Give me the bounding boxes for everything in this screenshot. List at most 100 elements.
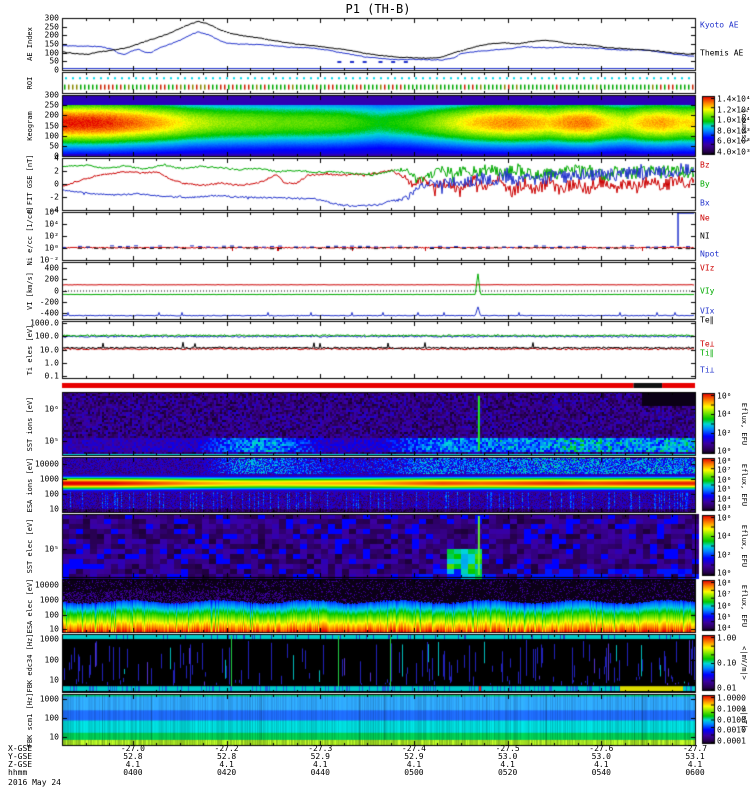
- esa_i-cb-tick: 10⁶: [717, 475, 732, 485]
- axis-time: 0520: [497, 768, 518, 777]
- keo-ytick: 150: [44, 121, 59, 130]
- axis-y-gse: 52.9: [404, 752, 424, 761]
- esa_i-cb-unit: Eflux, EFU: [740, 463, 748, 506]
- sst_i-ytick: 10⁵: [44, 436, 59, 446]
- keo-cb-tick: 8.0×10³: [717, 126, 750, 136]
- fbk_e-ytick: 1000: [39, 634, 59, 644]
- ti-ytick: 1.0: [44, 358, 59, 368]
- fbk_b-cb-tick: 0.0010: [717, 725, 746, 735]
- esa_i-ytick: 10000: [34, 459, 59, 469]
- axis-y-gse: 52.8: [123, 752, 143, 761]
- esa_e-ytick: 10: [49, 624, 59, 634]
- ni-ytick: 10⁶: [44, 207, 59, 217]
- sst_e-ylabel: SST elec [eV]: [26, 518, 34, 573]
- vi-series-label: VIz: [700, 263, 715, 273]
- bfit-series-label: By: [700, 179, 710, 189]
- ti-series-label: Ti⊥: [700, 365, 715, 375]
- axis-x-gse: -27.0: [120, 744, 145, 753]
- esa_e-cb-tick: 10⁴: [717, 623, 732, 633]
- ti-ytick: 0.1: [44, 371, 59, 381]
- esa_e-cb-tick: 10⁸: [717, 578, 732, 588]
- vi-series-label: VIy: [700, 286, 715, 295]
- sst_i-cb-unit: Eflux, EFU: [740, 402, 748, 445]
- axis-row-label: hhmm: [8, 768, 28, 777]
- esa_e-ytick: 1000: [39, 595, 59, 605]
- keo-ytick: 0: [54, 151, 59, 161]
- page-title: P1 (TH-B): [345, 2, 411, 16]
- fbk_e-cb-tick: 0.10: [717, 658, 737, 668]
- fbk_b-ylabel: FBK scm1 [Hz]: [26, 692, 34, 747]
- ae-ylabel: AE Index: [26, 27, 34, 61]
- esa_i-ylabel: ESA ions [eV]: [26, 457, 34, 512]
- sst_i-ytick: 10⁶: [44, 404, 59, 414]
- keo-ytick: 50: [49, 141, 59, 151]
- bfit-ytick: -4: [49, 205, 59, 215]
- esa_e-ylabel: ESA elec [eV]: [26, 578, 34, 633]
- ni-ytick: 10²: [44, 231, 59, 241]
- sst_e-cb-tick: 10⁰: [717, 568, 732, 578]
- esa_i-ytick: 1000: [39, 474, 59, 484]
- ni-series-label: NI: [700, 231, 710, 241]
- axis-time: 0420: [216, 768, 237, 777]
- vi-ytick: -400: [39, 308, 59, 318]
- ti-series-label: Ti∥: [700, 348, 714, 358]
- fbk_b-cb-tick: 0.1000: [717, 704, 746, 714]
- keo-cb-tick: 1.4×10⁴: [717, 94, 750, 104]
- fbk_b-ytick: 1000: [39, 694, 59, 704]
- axis-x-gse: -27.5: [495, 744, 520, 753]
- ae-ytick: 150: [44, 39, 59, 49]
- ae-series-label: Themis AE: [700, 48, 744, 58]
- ae-ytick: 300: [44, 13, 59, 23]
- bfit-ytick: -2: [49, 192, 59, 202]
- keo-ytick: 100: [44, 131, 59, 141]
- fbk_b-cb-tick: 1.0000: [717, 693, 746, 703]
- vi-series-label: VIx: [700, 306, 715, 316]
- sst_e-ytick: 10⁵: [44, 544, 59, 554]
- ti-ytick: 100.0: [34, 331, 59, 341]
- axis-time: 0440: [310, 768, 330, 777]
- keo-ytick: 300: [44, 90, 59, 100]
- axis-time: 0540: [591, 768, 611, 777]
- fbk_e-ylabel: FBK edc34 [Hz]: [26, 633, 34, 693]
- vi-ytick: -200: [39, 297, 59, 307]
- ae-ytick: 0: [54, 65, 59, 75]
- axis-time: 0400: [123, 768, 143, 777]
- fbk_b-cb-tick: 0.0001: [717, 736, 746, 746]
- fbk_b-cb-unit: <|nT|>: [740, 706, 748, 733]
- axis-y-gse: 53.1: [685, 752, 705, 761]
- esa_e-ytick: 100: [44, 610, 59, 620]
- keo-ytick: 250: [44, 100, 59, 110]
- ae-ytick: 200: [44, 30, 59, 40]
- sst_e-cb-tick: 10²: [717, 550, 732, 560]
- sst_i-cb-tick: 10²: [717, 428, 732, 438]
- sst_e-cb-tick: 10⁶: [717, 513, 732, 523]
- sst_i-cb-tick: 10⁶: [717, 391, 732, 401]
- axis-y-gse: 53.0: [591, 752, 611, 761]
- esa_e-cb-tick: 10⁵: [717, 612, 732, 622]
- axis-y-gse: 52.9: [310, 752, 330, 761]
- ni-ytick: 10⁰: [44, 243, 59, 253]
- fbk_e-cb-unit: <|mV/m|>: [740, 646, 748, 680]
- vi-ytick: 400: [44, 263, 59, 273]
- ti-series-label: Te⊥: [700, 339, 715, 349]
- bfit-ylabel: B FIT GSE [nT]: [26, 154, 34, 214]
- axis-z-gse: 4.1: [313, 760, 328, 769]
- fbk_b-ytick: 100: [44, 713, 59, 723]
- axis-z-gse: 4.1: [594, 760, 609, 769]
- axis-z-gse: 4.1: [125, 760, 141, 769]
- vi-ytick: 200: [44, 274, 59, 284]
- fbk_e-ytick: 100: [44, 655, 59, 665]
- axis-date-label: 2016 May 24: [8, 778, 61, 787]
- keo-ylabel: Keogram: [26, 110, 34, 141]
- axis-z-gse: 4.1: [687, 760, 703, 769]
- esa_e-ytick: 10000: [34, 580, 59, 590]
- fbk_b-cb-tick: 0.0100: [717, 715, 746, 724]
- bfit-series-label: Bx: [700, 198, 710, 208]
- sst_i-ylabel: SST ions [eV]: [26, 396, 34, 451]
- keo-cb-tick: 4.0×10³: [717, 147, 750, 157]
- axis-row-label: Z-GSE: [8, 760, 33, 769]
- axis-x-gse: -27.2: [214, 744, 239, 753]
- keo-cb-tick: 1.0×10⁴: [717, 115, 750, 125]
- ae-ytick: 250: [44, 22, 59, 32]
- vi-ytick: 0: [54, 286, 59, 295]
